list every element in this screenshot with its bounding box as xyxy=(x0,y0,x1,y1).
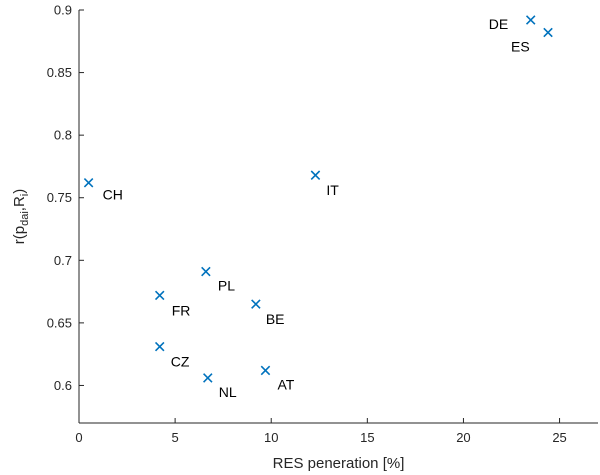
point-es xyxy=(543,27,553,38)
y-axis-label: r(pdai,Ri) xyxy=(11,189,31,244)
point-label-it: IT xyxy=(326,182,339,198)
point-cz xyxy=(154,341,165,352)
point-label-cz: CZ xyxy=(171,354,190,370)
x-tick-label: 20 xyxy=(456,430,470,445)
x-marker xyxy=(201,266,211,277)
point-label-es: ES xyxy=(511,39,530,55)
y-tick-label: 0.85 xyxy=(47,65,72,80)
point-label-ch: CH xyxy=(103,187,123,203)
point-label-nl: NL xyxy=(219,384,237,400)
x-marker xyxy=(543,27,553,38)
x-marker xyxy=(525,15,536,25)
y-axis-label-sub1: dai xyxy=(19,211,31,226)
x-axis-label: RES peneration [%] xyxy=(273,455,405,472)
y-axis-ticks: 0.6 0.65 0.7 0.75 0.8 0.85 0.9 xyxy=(47,3,84,393)
point-label-be: BE xyxy=(266,311,285,327)
y-tick-label: 0.7 xyxy=(54,253,72,268)
x-marker xyxy=(154,290,165,301)
x-tick-label: 10 xyxy=(264,430,278,445)
y-tick-label: 0.8 xyxy=(54,128,72,143)
x-marker xyxy=(83,177,94,188)
x-tick-label: 0 xyxy=(75,430,82,445)
point-label-fr: FR xyxy=(172,302,191,318)
x-marker xyxy=(251,299,261,309)
data-points xyxy=(83,15,553,383)
axes-frame xyxy=(78,10,598,424)
y-tick-label: 0.65 xyxy=(47,315,72,330)
y-tick-label: 0.75 xyxy=(47,190,72,205)
x-tick-label: 15 xyxy=(360,430,374,445)
x-marker xyxy=(203,373,213,383)
y-axis-label-mid: ,R xyxy=(11,196,28,211)
point-it xyxy=(310,170,321,180)
x-marker xyxy=(154,341,165,352)
x-axis-ticks: 0 5 10 15 20 25 xyxy=(75,418,567,445)
point-de xyxy=(525,15,536,25)
y-axis-label-base: r(p xyxy=(11,226,28,244)
point-fr xyxy=(154,290,165,301)
y-tick-label: 0.9 xyxy=(54,3,72,18)
y-axis-label-end: ) xyxy=(11,189,28,194)
y-axis-label-sub2: i xyxy=(19,194,31,196)
point-label-de: DE xyxy=(489,16,508,32)
point-ch xyxy=(83,177,94,188)
point-at xyxy=(260,365,271,376)
point-pl xyxy=(201,266,211,277)
point-be xyxy=(251,299,261,309)
y-tick-label: 0.6 xyxy=(54,378,72,393)
x-marker xyxy=(310,170,321,180)
x-tick-label: 5 xyxy=(171,430,178,445)
point-nl xyxy=(203,373,213,383)
x-marker xyxy=(260,365,271,376)
point-label-at: AT xyxy=(277,376,294,392)
x-tick-label: 25 xyxy=(552,430,566,445)
point-label-pl: PL xyxy=(218,278,235,294)
